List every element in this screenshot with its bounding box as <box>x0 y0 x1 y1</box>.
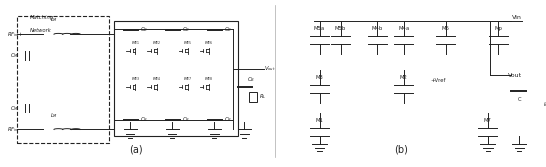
Text: $R_L$: $R_L$ <box>259 92 266 101</box>
Text: $M_{E4}$: $M_{E4}$ <box>152 76 161 83</box>
Text: $C_M$: $C_M$ <box>10 104 19 113</box>
Text: M5a: M5a <box>314 26 325 31</box>
Text: $C_B$: $C_B$ <box>224 25 232 34</box>
Text: C: C <box>518 97 521 102</box>
Text: M6: M6 <box>442 26 450 31</box>
Text: $RF_{in}$-: $RF_{in}$- <box>7 125 20 134</box>
Text: $C_B$: $C_B$ <box>140 115 148 124</box>
Text: $C_B$: $C_B$ <box>182 25 190 34</box>
Text: Matching: Matching <box>31 15 55 20</box>
Text: $RF_{in}$+: $RF_{in}$+ <box>7 30 23 39</box>
Text: M2: M2 <box>400 75 408 80</box>
Text: $V_{out}$: $V_{out}$ <box>264 64 276 73</box>
Text: M3: M3 <box>316 75 323 80</box>
Text: $C_B$: $C_B$ <box>182 115 190 124</box>
Text: $I_t$: $I_t$ <box>543 100 546 109</box>
Text: M5b: M5b <box>335 26 346 31</box>
Text: $M_{E6}$: $M_{E6}$ <box>204 40 214 47</box>
Text: (a): (a) <box>129 144 143 154</box>
Text: $M_{E2}$: $M_{E2}$ <box>152 40 161 47</box>
Text: M4a: M4a <box>398 26 409 31</box>
Text: +Vref: +Vref <box>430 78 446 83</box>
Text: $M_{E5}$: $M_{E5}$ <box>183 40 193 47</box>
Text: $M_{E1}$: $M_{E1}$ <box>131 40 140 47</box>
Text: $C_M$: $C_M$ <box>10 51 19 60</box>
Text: $M_{E7}$: $M_{E7}$ <box>183 76 193 83</box>
Text: $L_M$: $L_M$ <box>50 111 58 120</box>
Text: M7: M7 <box>484 118 492 123</box>
Text: $C_B$: $C_B$ <box>224 115 232 124</box>
Text: M1: M1 <box>316 118 323 123</box>
Text: $C_B$: $C_B$ <box>247 75 256 84</box>
Text: Vin: Vin <box>512 15 522 20</box>
Text: $M_{E8}$: $M_{E8}$ <box>204 76 214 83</box>
Text: $C_B$: $C_B$ <box>140 25 148 34</box>
Text: Vout: Vout <box>508 73 522 78</box>
Text: M4b: M4b <box>372 26 383 31</box>
Text: Mp: Mp <box>494 26 502 31</box>
Text: $M_{E3}$: $M_{E3}$ <box>130 76 140 83</box>
Text: (b): (b) <box>394 144 408 154</box>
Text: Network: Network <box>31 28 52 33</box>
Text: $L_M$: $L_M$ <box>50 16 58 24</box>
FancyBboxPatch shape <box>248 92 257 102</box>
